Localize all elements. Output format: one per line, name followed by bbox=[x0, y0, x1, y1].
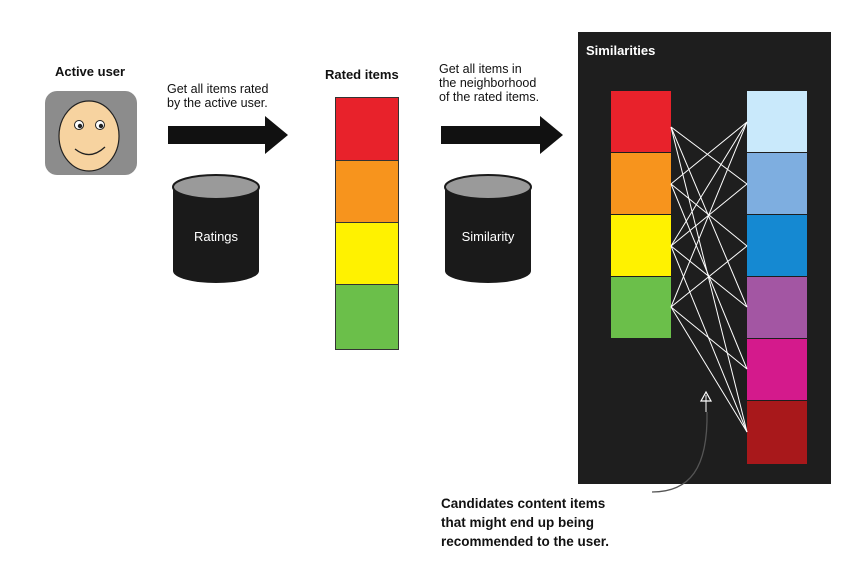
rated-item-yellow bbox=[336, 223, 398, 285]
active-user-title: Active user bbox=[55, 64, 126, 79]
rated-item-green bbox=[336, 285, 398, 349]
caption-line3: recommended to the user. bbox=[441, 534, 610, 549]
arrow-right-icon bbox=[168, 116, 288, 154]
similar-left-green bbox=[611, 277, 671, 338]
similar-left-red bbox=[611, 91, 671, 152]
active-user-avatar bbox=[45, 91, 137, 175]
rated-item-orange bbox=[336, 161, 398, 223]
candidate-sky-blue bbox=[747, 153, 807, 214]
rated-item-red bbox=[336, 98, 398, 161]
step2-description: Get all items in the neighborhood of the… bbox=[439, 62, 539, 104]
candidate-light-blue bbox=[747, 91, 807, 152]
step2-line3: of the rated items. bbox=[439, 90, 540, 104]
smiley-face-icon bbox=[58, 100, 120, 172]
similarities-panel: Similarities bbox=[578, 32, 831, 484]
step2-line1: Get all items in bbox=[439, 62, 522, 76]
rated-items-title: Rated items bbox=[325, 67, 399, 82]
step1-line1: Get all items rated bbox=[167, 82, 269, 96]
similar-left-yellow bbox=[611, 215, 671, 276]
ratings-label: Ratings bbox=[193, 229, 239, 244]
similarities-title: Similarities bbox=[586, 43, 656, 58]
similarity-connections bbox=[670, 121, 748, 433]
step2-line2: the neighborhood bbox=[439, 76, 537, 90]
similarity-label: Similarity bbox=[461, 229, 515, 244]
candidates-caption: Candidates content items that might end … bbox=[441, 494, 609, 551]
database-icon bbox=[444, 174, 532, 283]
step1-description: Get all items rated by the active user. bbox=[167, 82, 268, 110]
database-icon bbox=[172, 174, 260, 283]
caption-line2: that might end up being bbox=[441, 515, 594, 530]
step1-line2: by the active user. bbox=[167, 96, 268, 110]
similarity-database: Similarity bbox=[444, 174, 532, 285]
similar-left-orange bbox=[611, 153, 671, 214]
candidate-purple bbox=[747, 277, 807, 338]
ratings-database: Ratings bbox=[172, 174, 260, 285]
rated-items-stack bbox=[335, 97, 399, 350]
arrow-right-icon bbox=[441, 116, 563, 154]
candidate-dark-red bbox=[747, 401, 807, 464]
caption-line1: Candidates content items bbox=[441, 496, 606, 511]
candidate-blue bbox=[747, 215, 807, 276]
candidate-magenta bbox=[747, 339, 807, 400]
arrow-up-icon bbox=[699, 390, 713, 402]
